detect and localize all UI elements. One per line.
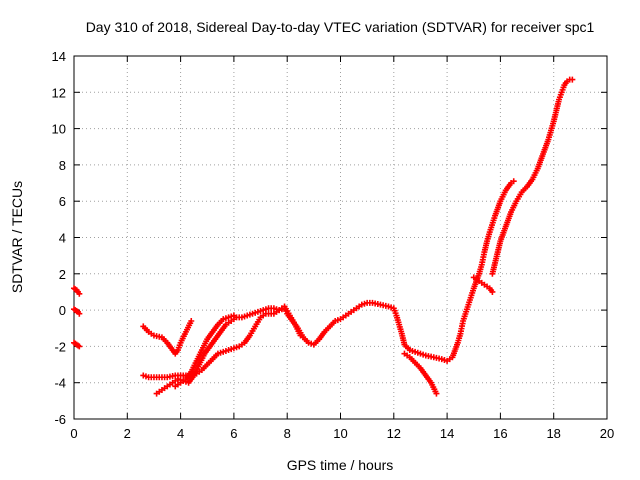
- x-tick-label: 18: [546, 426, 560, 441]
- tick-layer: 0 2 4 6 8 10 12 14 16 18 20 -6 -4 -2 0 2 4 6 8 10 12 14: [52, 49, 615, 441]
- x-tick-label: 4: [177, 426, 184, 441]
- y-tick-label: 4: [59, 231, 66, 246]
- x-tick-label: 8: [284, 426, 291, 441]
- series-arc-a: [71, 285, 83, 297]
- y-tick-label: 12: [52, 85, 66, 100]
- data-point: [510, 178, 517, 185]
- x-tick-label: 10: [333, 426, 347, 441]
- y-tick-label: 8: [59, 158, 66, 173]
- grid-layer: [74, 56, 607, 419]
- x-tick-label: 6: [230, 426, 237, 441]
- y-tick-label: 14: [52, 49, 66, 64]
- data-point: [433, 390, 440, 397]
- series-arc-i: [470, 274, 496, 295]
- series-arc-h: [401, 350, 440, 397]
- x-tick-label: 14: [440, 426, 454, 441]
- series-arc-j: [489, 76, 576, 277]
- data-point: [489, 288, 496, 295]
- series-arc-g: [172, 312, 237, 390]
- data-point: [297, 332, 304, 339]
- data-point: [76, 310, 83, 317]
- y-tick-label: -2: [54, 339, 66, 354]
- x-tick-label: 2: [124, 426, 131, 441]
- y-tick-label: 0: [59, 303, 66, 318]
- x-tick-label: 20: [600, 426, 614, 441]
- series-arc-c: [71, 339, 83, 350]
- y-tick-label: 2: [59, 267, 66, 282]
- series-arc-d: [140, 317, 195, 357]
- x-tick-label: 12: [387, 426, 401, 441]
- chart-title: Day 310 of 2018, Sidereal Day-to-day VTE…: [86, 19, 595, 35]
- y-axis-label: SDTVAR / TECUs: [9, 181, 25, 293]
- series-arc-e: [140, 178, 517, 381]
- points-layer: [71, 76, 576, 397]
- series-arc-b: [71, 306, 83, 317]
- data-point: [188, 317, 195, 324]
- data-point: [569, 76, 576, 83]
- data-point: [76, 290, 83, 297]
- data-point: [230, 312, 237, 319]
- x-tick-label: 16: [493, 426, 507, 441]
- y-tick-label: -6: [54, 412, 66, 427]
- x-tick-label: 0: [70, 426, 77, 441]
- y-tick-label: -4: [54, 376, 66, 391]
- data-point: [76, 343, 83, 350]
- x-axis-label: GPS time / hours: [287, 457, 394, 473]
- y-tick-label: 10: [52, 122, 66, 137]
- y-tick-label: 6: [59, 194, 66, 209]
